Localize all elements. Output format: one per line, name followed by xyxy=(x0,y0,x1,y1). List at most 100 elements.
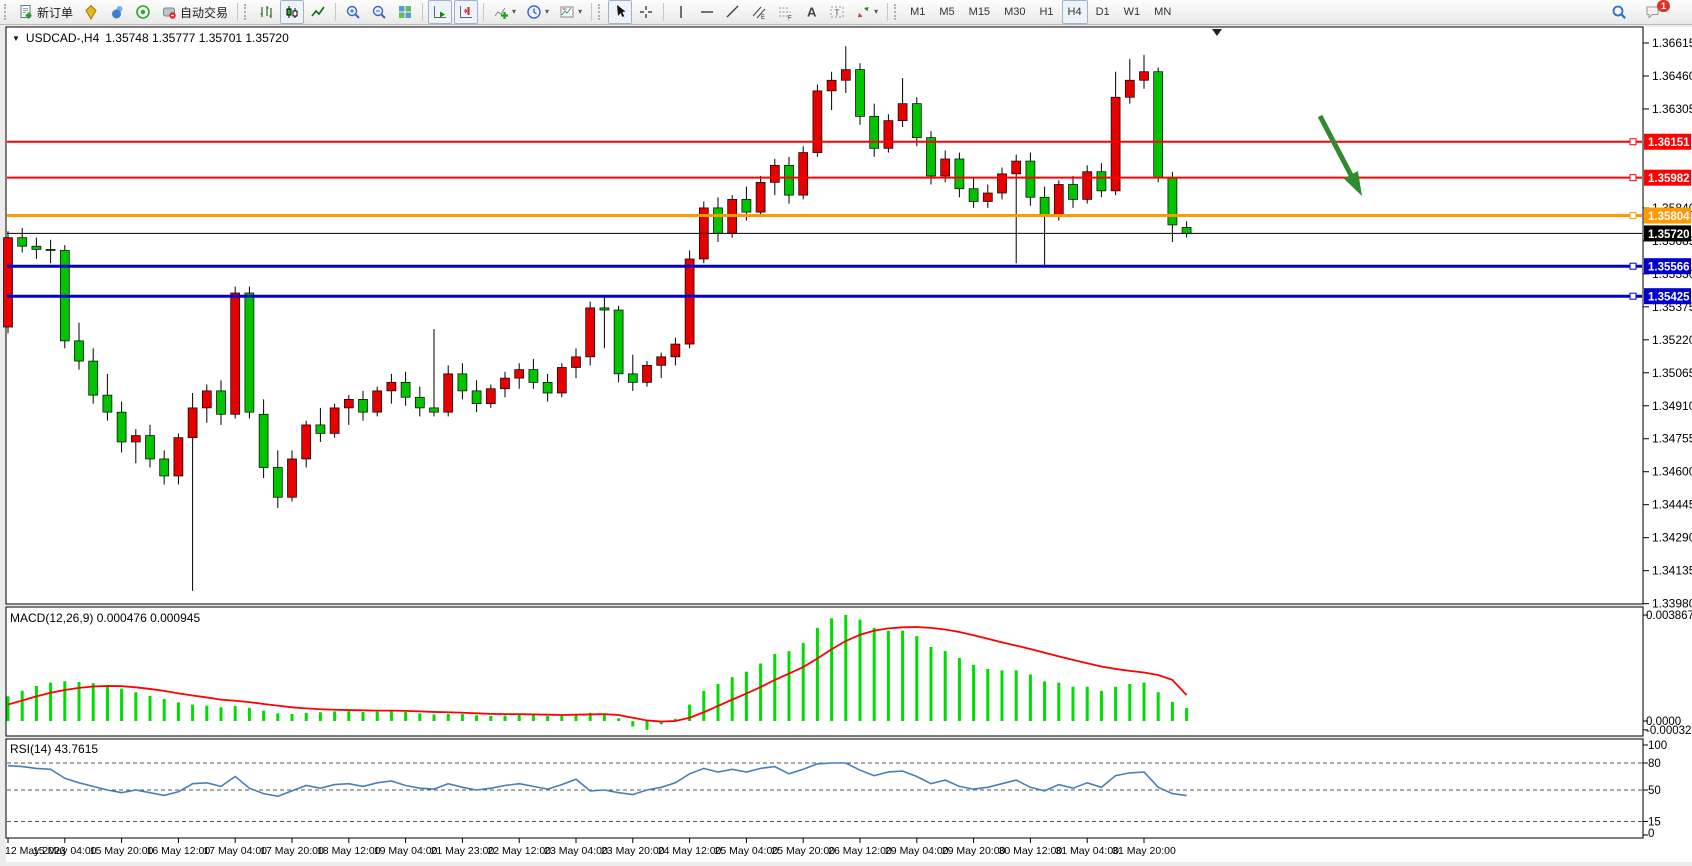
bear-candle xyxy=(599,307,610,311)
current-price-line-price-badge xyxy=(1644,225,1691,242)
main-chart-panel[interactable] xyxy=(5,26,1644,605)
bear-candle xyxy=(17,237,28,247)
indicators-button[interactable]: ▾ xyxy=(489,0,520,24)
chevron-down-icon[interactable]: ▾ xyxy=(578,7,583,16)
support-line-lower-price-badge-label: 1.35425 xyxy=(1648,292,1690,304)
tf-m5-label: M5 xyxy=(939,6,955,18)
bull-candle xyxy=(287,458,297,498)
rsi-axis-label: 80 xyxy=(1648,758,1661,770)
notifications-button[interactable]: 1 xyxy=(1641,0,1681,24)
templates-button[interactable]: ▾ xyxy=(555,0,586,24)
toolbar-separator xyxy=(237,3,239,21)
toolbar: 新订单 自动交易 ▾ ▾ ▾ E F A T ▾ M1 M5 M15 M30 H1 H4 D1 W1 MN 1 xyxy=(0,0,1692,25)
tf-d1-button[interactable]: D1 xyxy=(1090,0,1116,24)
zoom-out-icon xyxy=(372,5,386,19)
chart-menu-icon[interactable]: ▼ xyxy=(12,33,20,43)
chevron-down-icon[interactable]: ▾ xyxy=(512,7,517,16)
support-line-lower-handle[interactable] xyxy=(1629,292,1637,300)
tf-d1-label: D1 xyxy=(1095,6,1110,18)
time-axis-label: 15 May 20:00 xyxy=(90,845,154,857)
tile-windows-button[interactable] xyxy=(393,0,417,24)
toolbar-right: 1 xyxy=(1606,0,1690,24)
toolbar-separator xyxy=(335,3,337,21)
support-line-lower-price-badge xyxy=(1644,288,1691,305)
pivot-line-handle[interactable] xyxy=(1629,212,1637,220)
toolbar-group-pointer xyxy=(607,0,659,24)
zoom-in-button[interactable] xyxy=(341,0,365,24)
resistance-line-lower-handle[interactable] xyxy=(1629,174,1637,182)
crosshair-button[interactable] xyxy=(634,0,658,24)
toolbar-grip[interactable] xyxy=(244,4,251,20)
signals-button[interactable] xyxy=(131,0,155,24)
bear-candle xyxy=(1025,160,1036,198)
zoom-out-button[interactable] xyxy=(367,0,391,24)
text-button[interactable]: A xyxy=(799,0,823,24)
bear-candle xyxy=(145,435,155,460)
bull-candle xyxy=(670,343,681,358)
price-axis-column[interactable] xyxy=(1644,27,1692,861)
tf-h1-button[interactable]: H1 xyxy=(1033,0,1059,24)
time-axis-label: 15 May 04:00 xyxy=(33,845,97,857)
svg-text:F: F xyxy=(788,16,792,21)
tf-m30-button[interactable]: M30 xyxy=(998,0,1031,24)
new-order-label: 新订单 xyxy=(37,5,74,20)
text-label-button[interactable]: T xyxy=(825,0,849,24)
line-chart-button[interactable] xyxy=(306,0,330,24)
community-button[interactable] xyxy=(105,0,129,24)
periods-button[interactable]: ▾ xyxy=(522,0,553,24)
bear-candle xyxy=(358,399,368,413)
crosshair-icon xyxy=(640,6,653,18)
time-axis-label: 12 May 2023 xyxy=(5,845,66,857)
rsi-axis-label: 50 xyxy=(1648,785,1661,797)
auto-scroll-button[interactable] xyxy=(428,0,453,24)
fibonacci-button[interactable]: F xyxy=(773,0,797,24)
bar-chart-button[interactable] xyxy=(254,0,278,24)
support-line-upper-handle[interactable] xyxy=(1629,262,1637,270)
bull-candle xyxy=(230,292,241,415)
equidistant-channel-button[interactable]: E xyxy=(747,0,771,24)
time-axis-label: 18 May 12:00 xyxy=(317,845,381,857)
tf-h4-button[interactable]: H4 xyxy=(1061,0,1088,24)
notification-badge: 1 xyxy=(1656,0,1670,12)
new-order-button[interactable]: 新订单 xyxy=(14,0,77,24)
chevron-down-icon[interactable]: ▾ xyxy=(874,7,879,16)
chevron-down-icon[interactable]: ▾ xyxy=(545,7,550,16)
time-axis-strip[interactable] xyxy=(6,838,1692,862)
chart-shift-marker[interactable] xyxy=(1212,29,1222,36)
toolbar-grip[interactable] xyxy=(598,4,605,20)
candlestick-chart-button[interactable] xyxy=(280,0,305,24)
periods-icon xyxy=(527,5,541,19)
market-depth-button[interactable] xyxy=(79,0,103,24)
bull-candle xyxy=(343,399,354,409)
horizontal-line-button[interactable] xyxy=(695,0,719,24)
tf-m1-label: M1 xyxy=(910,6,926,18)
toolbar-grip[interactable] xyxy=(4,4,11,20)
trend-arrow-annotation[interactable] xyxy=(1317,114,1356,182)
svg-text:T: T xyxy=(835,9,840,18)
vertical-line-button[interactable] xyxy=(669,0,693,24)
bull-candle xyxy=(329,407,340,434)
bear-candle xyxy=(414,396,425,409)
macd-panel[interactable] xyxy=(5,606,1644,737)
community-icon xyxy=(112,6,123,19)
macd-axis-label: -0.000323 xyxy=(1646,725,1692,737)
bull-candle xyxy=(3,237,13,328)
search-button[interactable] xyxy=(1607,0,1631,24)
autotrading-button[interactable]: 自动交易 xyxy=(157,0,232,24)
rsi-panel[interactable] xyxy=(5,738,1644,839)
cursor-button[interactable] xyxy=(608,0,633,24)
chart-title[interactable]: ▼ USDCAD-,H4 1.35748 1.35777 1.35701 1.3… xyxy=(12,31,289,45)
tf-mn-button[interactable]: MN xyxy=(1148,0,1177,24)
toolbar-grip[interactable] xyxy=(894,4,901,20)
tf-w1-button[interactable]: W1 xyxy=(1118,0,1147,24)
resistance-line-upper-handle[interactable] xyxy=(1629,138,1637,146)
chart-shift-button[interactable] xyxy=(454,0,479,24)
horizontal-line-icon xyxy=(701,11,714,13)
tf-m5-button[interactable]: M5 xyxy=(933,0,960,24)
arrows-button[interactable]: ▾ xyxy=(851,0,882,24)
bull-candle xyxy=(585,307,596,358)
tf-m15-button[interactable]: M15 xyxy=(963,0,996,24)
trendline-button[interactable] xyxy=(721,0,745,24)
tf-m1-button[interactable]: M1 xyxy=(904,0,931,24)
